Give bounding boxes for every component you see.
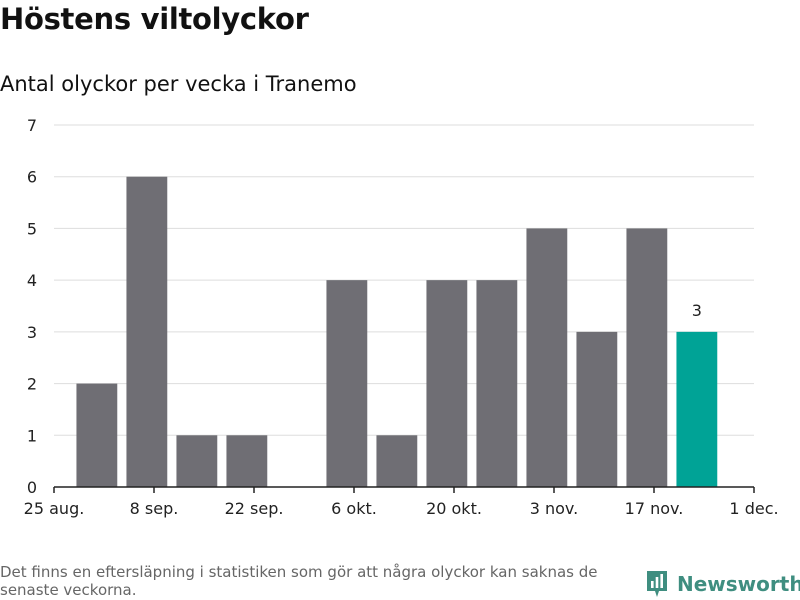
bar — [326, 280, 368, 487]
bar — [426, 280, 468, 487]
bar — [76, 383, 118, 487]
bar — [676, 331, 718, 487]
y-tick-label: 6 — [27, 168, 37, 187]
data-label: 3 — [692, 301, 702, 320]
x-tick-label: 17 nov. — [625, 499, 684, 518]
x-tick-labels: 25 aug. 8 sep. 22 sep. 6 okt. 20 okt. 3 nov. 1… — [24, 499, 779, 518]
x-tick-label: 25 aug. — [24, 499, 85, 518]
newsworthy-logo: Newsworthy — [645, 569, 800, 599]
y-tick-labels: 0 1 2 3 4 5 6 7 — [27, 116, 37, 497]
footnote: Det finns en eftersläpning i statistiken… — [0, 563, 598, 599]
y-tick-label: 1 — [27, 426, 37, 445]
bar-chart: 0 1 2 3 4 5 6 7 25 aug. 8 sep. 22 sep. 6 okt. 20 ok… — [24, 116, 779, 518]
y-tick-label: 0 — [27, 478, 37, 497]
bar — [626, 228, 668, 487]
bar — [476, 280, 518, 487]
x-tick-label: 6 okt. — [331, 499, 377, 518]
x-tick-label: 22 sep. — [225, 499, 284, 518]
bar — [176, 435, 218, 487]
x-axis — [53, 486, 755, 493]
newsworthy-logo-icon — [647, 571, 667, 597]
y-tick-label: 3 — [27, 323, 37, 342]
bar — [126, 176, 168, 487]
x-tick-label: 8 sep. — [130, 499, 179, 518]
bars — [76, 176, 718, 487]
y-tick-label: 4 — [27, 271, 37, 290]
bar — [226, 435, 268, 487]
y-tick-label: 5 — [27, 219, 37, 238]
x-tick-label: 1 dec. — [729, 499, 778, 518]
y-tick-label: 7 — [27, 116, 37, 135]
y-tick-label: 2 — [27, 375, 37, 394]
bar — [376, 435, 418, 487]
chart-subtitle: Antal olyckor per vecka i Tranemo — [0, 72, 357, 96]
chart-title: Höstens viltolyckor — [0, 2, 309, 36]
bar — [526, 228, 568, 487]
bar — [576, 331, 618, 487]
data-labels: 3 — [692, 301, 702, 320]
x-tick-label: 3 nov. — [530, 499, 579, 518]
brand-name: Newsworthy — [677, 572, 800, 596]
x-tick-label: 20 okt. — [426, 499, 482, 518]
